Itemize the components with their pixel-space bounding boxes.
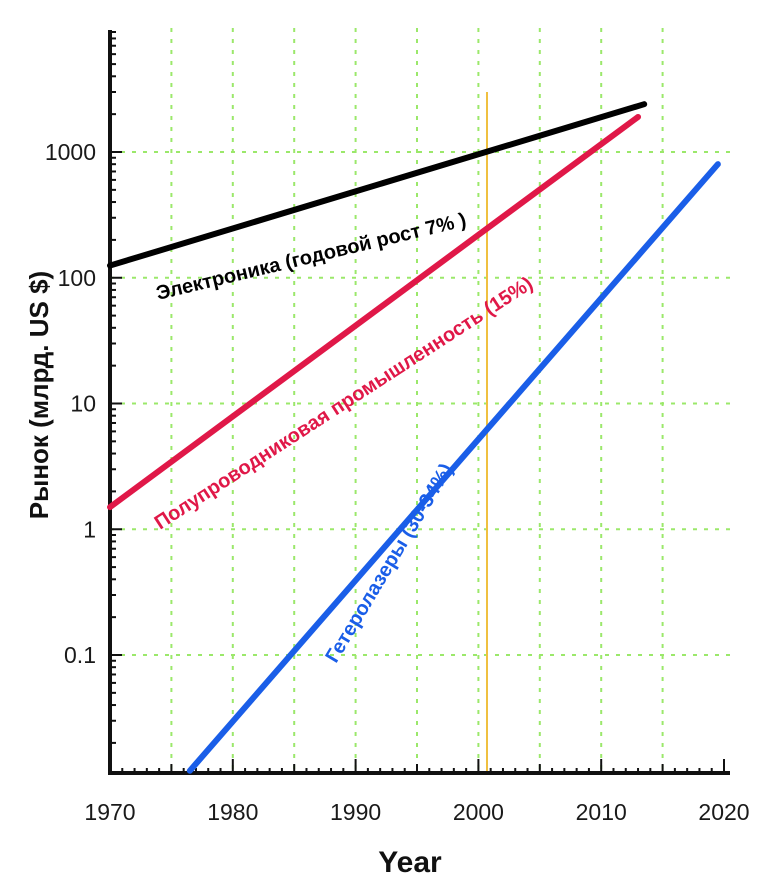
series-line-electronics (107, 101, 648, 269)
x-tick-label: 1980 (207, 799, 258, 825)
x-tick-label: 2020 (698, 799, 749, 825)
x-tick-label: 1970 (84, 799, 135, 825)
y-tick-label: 0.1 (64, 642, 96, 668)
x-tick-label: 1990 (330, 799, 381, 825)
series-line-semiconductors (107, 113, 642, 511)
series-line-heterolasers (186, 161, 721, 774)
y-tick-label: 10 (70, 391, 96, 417)
x-axis-title: Year (378, 846, 442, 879)
y-tick-label: 1000 (45, 139, 96, 165)
y-axis-title: Рынок (млрд. US $) (24, 271, 54, 519)
x-tick-label: 2000 (453, 799, 504, 825)
y-tick-label: 100 (58, 265, 96, 291)
x-tick-label: 2010 (576, 799, 627, 825)
y-tick-label: 1 (83, 516, 96, 542)
